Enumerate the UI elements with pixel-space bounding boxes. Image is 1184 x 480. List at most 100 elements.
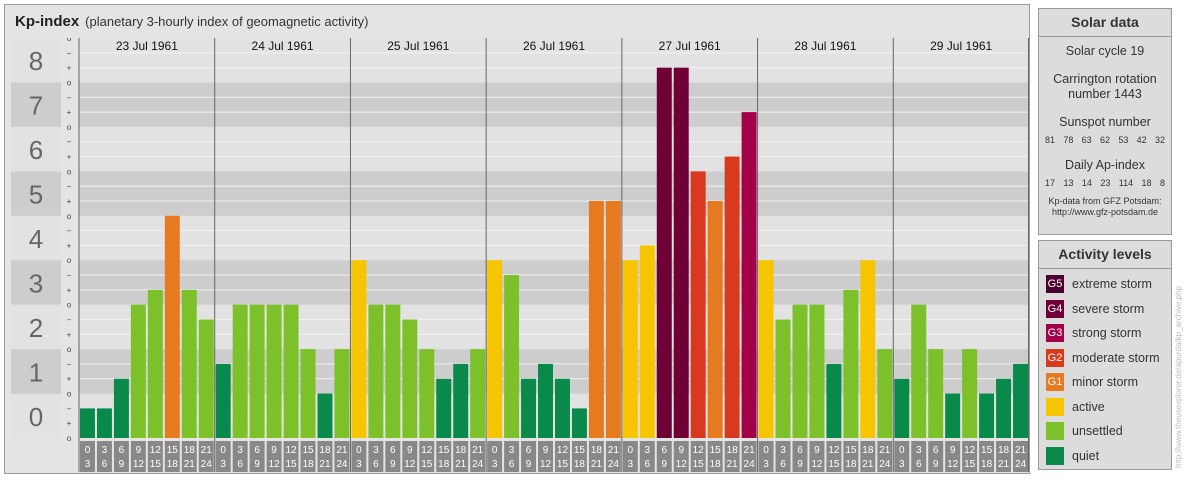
- sunspot-label: Sunspot number: [1059, 115, 1151, 129]
- y-band: [11, 349, 61, 394]
- hour-cell: [351, 441, 367, 472]
- sunspot-value: 81: [1045, 135, 1056, 145]
- hour-start-label: 18: [998, 445, 1010, 456]
- activity-levels-panel: Activity levels G5 extreme storm G4 severe…: [1038, 240, 1172, 470]
- hour-start-label: 12: [828, 445, 840, 456]
- hour-cell: [758, 441, 774, 472]
- hour-cell: [130, 441, 146, 472]
- hour-cell: [826, 441, 842, 472]
- kp-bar: [843, 289, 859, 438]
- y-band: [11, 82, 61, 127]
- hour-cell: [368, 441, 384, 472]
- hour-end-label: 18: [981, 459, 993, 470]
- hour-cell: [707, 441, 723, 472]
- hour-cell: [860, 441, 876, 472]
- kp-bar: [622, 260, 638, 438]
- minor-tick-label: +: [67, 153, 72, 162]
- hour-start-label: 9: [950, 445, 956, 456]
- hour-end-label: 6: [780, 459, 786, 470]
- y-band: [11, 393, 61, 438]
- kp-bar: [283, 304, 299, 438]
- y-band: [11, 171, 61, 216]
- kp-bar: [979, 393, 995, 438]
- kp-bar: [300, 349, 316, 438]
- solar-cycle: Solar cycle 19: [1065, 44, 1145, 58]
- hour-cell: [571, 441, 587, 472]
- level-item-quiet: quiet: [1039, 444, 1171, 469]
- hour-end-label: 15: [693, 459, 705, 470]
- hour-end-label: 6: [916, 459, 922, 470]
- day-label: 26 Jul 1961: [523, 39, 585, 53]
- hour-start-label: 21: [744, 445, 756, 456]
- y-band: [11, 260, 61, 305]
- hour-end-label: 15: [421, 459, 433, 470]
- hour-start-label: 15: [438, 445, 450, 456]
- hour-start-label: 0: [899, 445, 905, 456]
- hour-cell: [792, 441, 808, 472]
- hour-cell: [656, 441, 672, 472]
- level-item-minor-storm: G1 minor storm: [1039, 370, 1171, 395]
- kp-bar: [504, 275, 520, 438]
- minor-tick-label: +: [67, 375, 72, 384]
- hour-cell: [283, 441, 299, 472]
- kp-bar: [181, 289, 197, 438]
- hour-start-label: 6: [119, 445, 125, 456]
- level-swatch: G2: [1046, 348, 1064, 367]
- hour-start-label: 3: [102, 445, 108, 456]
- hour-end-label: 12: [269, 459, 281, 470]
- hour-start-label: 12: [557, 445, 569, 456]
- kp-bar: [198, 319, 214, 438]
- kp-bar: [249, 304, 265, 438]
- kp-bar: [945, 393, 961, 438]
- sunspot-value: 63: [1081, 135, 1092, 145]
- sunspot-value: 42: [1136, 135, 1147, 145]
- hour-cell: [1013, 441, 1028, 472]
- hour-start-label: 6: [390, 445, 396, 456]
- hour-end-label: 3: [492, 459, 498, 470]
- hour-end-label: 21: [455, 459, 467, 470]
- hour-end-label: 24: [201, 459, 213, 470]
- hour-start-label: 12: [285, 445, 297, 456]
- hour-end-label: 12: [811, 459, 823, 470]
- hour-cell: [622, 441, 638, 472]
- minor-tick-label: o: [67, 212, 72, 221]
- kp-bar: [928, 349, 944, 438]
- minor-tick-label: o: [67, 434, 72, 443]
- hour-cell: [504, 441, 520, 472]
- kp-bar: [962, 349, 978, 438]
- hour-end-label: 21: [998, 459, 1010, 470]
- y-tick-label: 0: [29, 402, 43, 432]
- hour-end-label: 6: [102, 459, 108, 470]
- hour-end-label: 12: [133, 459, 145, 470]
- minor-tick-label: −: [67, 93, 72, 102]
- hour-end-label: 24: [1015, 459, 1027, 470]
- hour-end-label: 24: [879, 459, 891, 470]
- hour-start-label: 6: [797, 445, 803, 456]
- hour-cell: [911, 441, 927, 472]
- hour-start-label: 9: [136, 445, 142, 456]
- hour-end-label: 3: [85, 459, 91, 470]
- hour-cell: [979, 441, 995, 472]
- hour-end-label: 6: [509, 459, 515, 470]
- hour-start-label: 15: [574, 445, 586, 456]
- kp-bar: [470, 349, 486, 438]
- ap-value: 17: [1045, 178, 1056, 188]
- hour-cell: [775, 441, 791, 472]
- hour-start-label: 12: [421, 445, 433, 456]
- kp-bar-chart: 0123456789o+−o+−o+−o+−o+−o+−o+−o+−o+−o23…: [11, 38, 1029, 472]
- level-swatch: [1046, 446, 1064, 465]
- hour-start-label: 9: [678, 445, 684, 456]
- kp-bar: [605, 200, 621, 438]
- hour-start-label: 3: [373, 445, 379, 456]
- minor-tick-label: o: [67, 78, 72, 87]
- minor-tick-label: o: [67, 123, 72, 132]
- kp-bar: [487, 260, 503, 438]
- hour-start-label: 6: [254, 445, 260, 456]
- kp-bar: [690, 171, 706, 439]
- level-swatch: [1046, 422, 1064, 441]
- hour-start-label: 3: [780, 445, 786, 456]
- hour-cell: [928, 441, 944, 472]
- hour-start-label: 21: [1015, 445, 1027, 456]
- y-tick-label: 1: [29, 357, 43, 387]
- kp-bar: [826, 363, 842, 438]
